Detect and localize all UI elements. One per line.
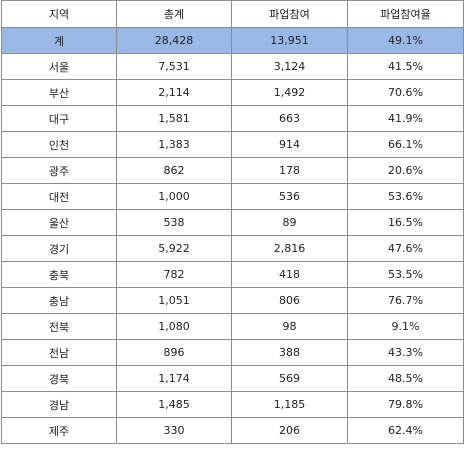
cell-rate: 70.6% xyxy=(347,79,464,106)
cell-rate: 41.9% xyxy=(347,105,464,132)
cell-region: 제주 xyxy=(1,417,117,444)
cell-rate: 62.4% xyxy=(347,417,464,444)
cell-region: 전남 xyxy=(1,339,117,366)
table-row: 대전 1,000 536 53.6% xyxy=(1,183,464,210)
cell-rate: 9.1% xyxy=(347,313,464,340)
cell-total: 5,922 xyxy=(116,235,232,262)
cell-rate: 16.5% xyxy=(347,209,464,236)
cell-total: 1,581 xyxy=(116,105,232,132)
table-row: 전북 1,080 98 9.1% xyxy=(1,313,464,340)
table-body: 서울 7,531 3,124 41.5% 부산 2,114 1,492 70.6% 대구 1,58… xyxy=(1,53,464,444)
cell-participants: 2,816 xyxy=(231,235,348,262)
cell-region: 경북 xyxy=(1,365,117,392)
total-region: 계 xyxy=(1,27,117,54)
cell-region: 경남 xyxy=(1,391,117,418)
cell-total: 1,080 xyxy=(116,313,232,340)
cell-total: 1,174 xyxy=(116,365,232,392)
cell-participants: 388 xyxy=(231,339,348,366)
total-rate: 49.1% xyxy=(347,27,464,54)
cell-participants: 569 xyxy=(231,365,348,392)
cell-participants: 1,492 xyxy=(231,79,348,106)
cell-rate: 53.5% xyxy=(347,261,464,288)
cell-total: 896 xyxy=(116,339,232,366)
cell-participants: 418 xyxy=(231,261,348,288)
cell-region: 충남 xyxy=(1,287,117,314)
table-row: 경북 1,174 569 48.5% xyxy=(1,365,464,392)
table-row: 제주 330 206 62.4% xyxy=(1,417,464,444)
cell-rate: 41.5% xyxy=(347,53,464,80)
cell-rate: 79.8% xyxy=(347,391,464,418)
cell-participants: 89 xyxy=(231,209,348,236)
cell-region: 전북 xyxy=(1,313,117,340)
cell-participants: 806 xyxy=(231,287,348,314)
cell-participants: 206 xyxy=(231,417,348,444)
table-row: 울산 538 89 16.5% xyxy=(1,209,464,236)
cell-region: 서울 xyxy=(1,53,117,80)
cell-rate: 53.6% xyxy=(347,183,464,210)
cell-region: 울산 xyxy=(1,209,117,236)
cell-region: 경기 xyxy=(1,235,117,262)
cell-participants: 914 xyxy=(231,131,348,158)
table-row: 경남 1,485 1,185 79.8% xyxy=(1,391,464,418)
cell-participants: 3,124 xyxy=(231,53,348,80)
table-row: 광주 862 178 20.6% xyxy=(1,157,464,184)
table-row: 서울 7,531 3,124 41.5% xyxy=(1,53,464,80)
cell-total: 782 xyxy=(116,261,232,288)
header-participants: 파업참여 xyxy=(231,0,348,28)
cell-total: 1,383 xyxy=(116,131,232,158)
table-row: 전남 896 388 43.3% xyxy=(1,339,464,366)
cell-participants: 178 xyxy=(231,157,348,184)
table-row: 충북 782 418 53.5% xyxy=(1,261,464,288)
header-rate: 파업참여율 xyxy=(347,0,464,28)
cell-rate: 20.6% xyxy=(347,157,464,184)
cell-total: 330 xyxy=(116,417,232,444)
cell-region: 인천 xyxy=(1,131,117,158)
cell-region: 대구 xyxy=(1,105,117,132)
cell-participants: 98 xyxy=(231,313,348,340)
cell-region: 대전 xyxy=(1,183,117,210)
cell-participants: 536 xyxy=(231,183,348,210)
cell-rate: 47.6% xyxy=(347,235,464,262)
header-region: 지역 xyxy=(1,0,117,28)
total-row: 계 28,428 13,951 49.1% xyxy=(1,27,464,54)
table-row: 대구 1,581 663 41.9% xyxy=(1,105,464,132)
cell-rate: 66.1% xyxy=(347,131,464,158)
cell-participants: 663 xyxy=(231,105,348,132)
cell-region: 부산 xyxy=(1,79,117,106)
table-row: 경기 5,922 2,816 47.6% xyxy=(1,235,464,262)
cell-region: 충북 xyxy=(1,261,117,288)
total-participants: 13,951 xyxy=(231,27,348,54)
cell-total: 2,114 xyxy=(116,79,232,106)
cell-rate: 76.7% xyxy=(347,287,464,314)
table-row: 인천 1,383 914 66.1% xyxy=(1,131,464,158)
cell-participants: 1,185 xyxy=(231,391,348,418)
cell-total: 7,531 xyxy=(116,53,232,80)
header-row: 지역 총계 파업참여 파업참여율 xyxy=(1,0,464,28)
header-total: 총계 xyxy=(116,0,232,28)
table-row: 충남 1,051 806 76.7% xyxy=(1,287,464,314)
cell-total: 1,051 xyxy=(116,287,232,314)
cell-rate: 43.3% xyxy=(347,339,464,366)
cell-rate: 48.5% xyxy=(347,365,464,392)
total-count: 28,428 xyxy=(116,27,232,54)
cell-region: 광주 xyxy=(1,157,117,184)
cell-total: 1,485 xyxy=(116,391,232,418)
cell-total: 538 xyxy=(116,209,232,236)
cell-total: 1,000 xyxy=(116,183,232,210)
table-row: 부산 2,114 1,492 70.6% xyxy=(1,79,464,106)
cell-total: 862 xyxy=(116,157,232,184)
